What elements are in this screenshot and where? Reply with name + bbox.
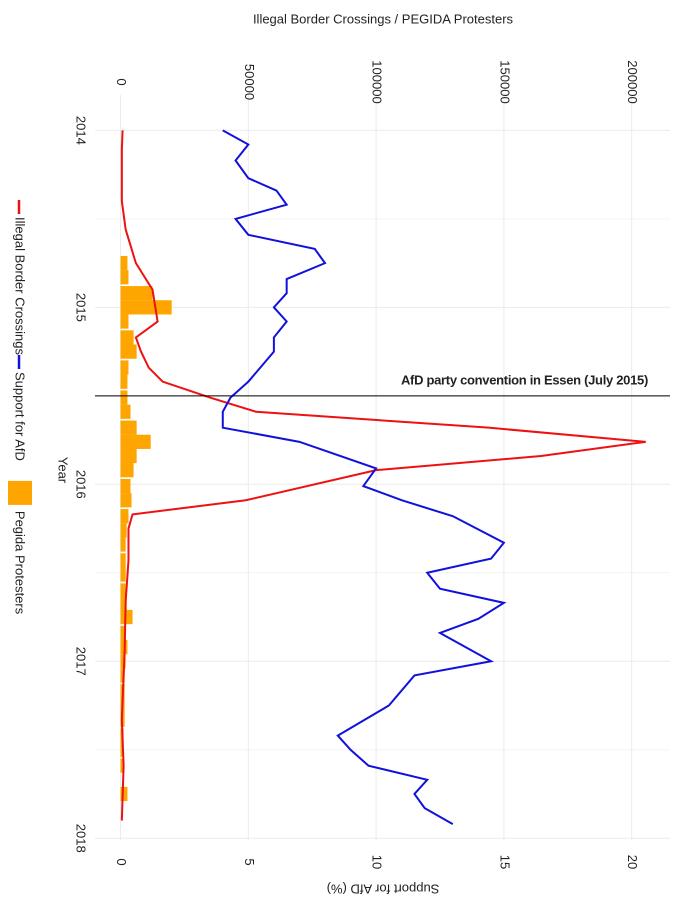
x-axis-title: Year bbox=[56, 457, 71, 484]
y2-tick-label: 0 bbox=[114, 858, 129, 865]
bar bbox=[120, 463, 134, 478]
y-tick-label: 100000 bbox=[370, 60, 385, 103]
bar bbox=[120, 270, 129, 285]
y2-tick-label: 5 bbox=[242, 858, 257, 865]
bar bbox=[120, 758, 123, 773]
bar bbox=[120, 478, 131, 494]
y-tick-label: 150000 bbox=[497, 60, 512, 103]
bar bbox=[120, 523, 127, 538]
y-tick-label: 0 bbox=[114, 78, 129, 85]
y2-tick-label: 10 bbox=[370, 855, 385, 869]
bar bbox=[120, 583, 126, 598]
bar bbox=[120, 344, 137, 359]
bar bbox=[120, 625, 126, 641]
y2-axis-title: Support for AfD (%) bbox=[327, 882, 440, 897]
bar bbox=[120, 553, 126, 568]
y2-tick-label: 15 bbox=[497, 855, 512, 869]
bar bbox=[120, 742, 123, 757]
bar bbox=[120, 509, 129, 524]
bar bbox=[120, 597, 127, 612]
bar bbox=[120, 654, 126, 669]
y-tick-label: 200000 bbox=[625, 60, 640, 103]
line bbox=[221, 129, 507, 825]
legend-label: Illegal Border Crossings bbox=[13, 217, 28, 356]
bar bbox=[120, 567, 126, 582]
bar bbox=[120, 420, 137, 435]
x-tick-label: 2015 bbox=[74, 293, 89, 322]
bar bbox=[120, 786, 128, 802]
grid bbox=[95, 95, 670, 840]
bar bbox=[120, 374, 128, 389]
bar bbox=[120, 390, 128, 405]
x-tick-label: 2017 bbox=[74, 647, 89, 676]
legend-swatch bbox=[8, 480, 32, 505]
bar bbox=[120, 537, 126, 552]
x-tick-label: 2014 bbox=[74, 116, 89, 145]
bar bbox=[120, 300, 172, 315]
bar bbox=[120, 255, 128, 271]
bar bbox=[120, 434, 151, 449]
bar bbox=[120, 286, 153, 301]
bar bbox=[120, 314, 129, 329]
legend-label: Pegida Protesters bbox=[13, 511, 28, 615]
y2-tick-label: 20 bbox=[625, 855, 640, 869]
bar bbox=[120, 668, 125, 683]
x-tick-label: 2018 bbox=[74, 824, 89, 853]
x-tick-label: 2016 bbox=[74, 470, 89, 499]
bar bbox=[120, 493, 132, 508]
legend: Illegal Border Crossings Support for AfD P… bbox=[8, 200, 32, 615]
bar bbox=[120, 609, 133, 625]
y-tick-label: 50000 bbox=[242, 64, 257, 100]
bar bbox=[120, 448, 137, 464]
chart-title: Illegal Border Crossings / PEGIDA Protes… bbox=[253, 11, 514, 26]
line bbox=[120, 130, 646, 821]
legend-label: Support for AfD bbox=[13, 372, 28, 461]
bar bbox=[120, 330, 134, 345]
bar bbox=[120, 404, 131, 419]
annotation: AfD party convention in Essen (July 2015… bbox=[401, 372, 648, 387]
bar bbox=[120, 360, 129, 375]
